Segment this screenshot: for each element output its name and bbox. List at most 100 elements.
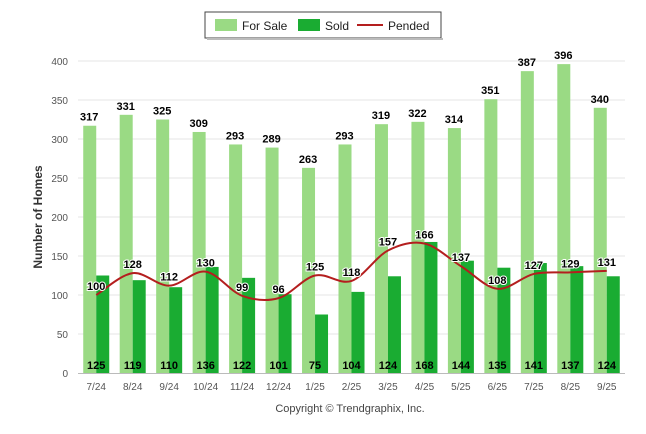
y-tick-label: 0 <box>62 369 68 380</box>
x-tick-label: 4/25 <box>415 382 435 393</box>
legend-swatch-sold <box>298 19 320 31</box>
label-sold: 101 <box>269 360 287 372</box>
y-tick-label: 200 <box>51 213 68 224</box>
bar-sold <box>533 263 547 373</box>
x-tick-label: 10/24 <box>193 382 218 393</box>
bar-for-sale <box>484 99 498 373</box>
y-tick-label: 250 <box>51 174 68 185</box>
label-for-sale: 309 <box>189 118 207 130</box>
bar-for-sale <box>265 147 279 373</box>
label-pended: 112 <box>160 272 178 284</box>
label-sold: 119 <box>124 360 142 372</box>
label-pended: 129 <box>561 258 579 270</box>
label-sold: 124 <box>379 360 398 372</box>
label-pended: 96 <box>272 284 284 296</box>
y-tick-label: 50 <box>57 330 69 341</box>
bar-sold <box>497 267 511 373</box>
label-sold: 124 <box>598 360 617 372</box>
label-sold: 137 <box>561 360 579 372</box>
bars <box>83 64 620 374</box>
label-pended: 157 <box>379 237 397 249</box>
label-for-sale: 319 <box>372 110 390 122</box>
label-pended: 99 <box>236 282 248 294</box>
bar-sold <box>387 276 401 373</box>
label-for-sale: 263 <box>299 154 317 166</box>
label-for-sale: 340 <box>591 94 609 106</box>
label-pended: 137 <box>452 252 470 264</box>
pended-series-line <box>95 241 607 302</box>
label-pended: 130 <box>196 258 214 270</box>
label-sold: 122 <box>233 360 251 372</box>
label-for-sale: 322 <box>408 108 426 120</box>
label-pended: 131 <box>598 257 616 269</box>
label-for-sale: 387 <box>518 57 536 69</box>
x-tick-label: 7/25 <box>524 382 544 393</box>
x-tick-label: 2/25 <box>342 382 362 393</box>
label-for-sale: 351 <box>481 85 499 97</box>
label-sold: 125 <box>87 360 105 372</box>
label-for-sale: 325 <box>153 106 171 118</box>
bar-sold <box>351 291 365 373</box>
label-for-sale: 396 <box>554 50 572 62</box>
y-tick-label: 400 <box>51 57 68 68</box>
y-axis-label: Number of Homes <box>31 165 45 269</box>
bar-for-sale <box>156 119 170 373</box>
y-axis-ticks: 0 50 100 150 200 250 300 350 400 <box>51 57 68 380</box>
x-tick-label: 7/24 <box>86 382 106 393</box>
label-sold: 168 <box>415 360 433 372</box>
label-sold: 135 <box>488 360 506 372</box>
x-tick-label: 9/24 <box>159 382 179 393</box>
bar-sold <box>96 275 110 373</box>
y-tick-label: 300 <box>51 135 68 146</box>
label-sold: 75 <box>309 360 321 372</box>
bar-for-sale <box>374 124 388 374</box>
label-for-sale: 289 <box>262 134 280 146</box>
bar-sold <box>205 266 219 373</box>
label-sold: 141 <box>525 360 543 372</box>
bar-for-sale <box>557 64 571 374</box>
label-for-sale: 317 <box>80 112 98 124</box>
label-pended: 127 <box>525 260 543 272</box>
bar-for-sale <box>302 167 316 373</box>
bar-sold <box>242 277 256 373</box>
x-tick-label: 1/25 <box>305 382 325 393</box>
data-labels: 317 125 331 119 325 110 309 136 293 122 289 101 263 7… <box>80 50 617 372</box>
bar-for-sale <box>447 128 461 373</box>
bar-for-sale <box>411 121 425 373</box>
y-tick-label: 100 <box>51 291 68 302</box>
bar-for-sale <box>520 71 534 373</box>
label-for-sale: 331 <box>117 101 135 113</box>
bar-sold <box>169 287 183 373</box>
bar-sold <box>606 276 620 373</box>
bar-for-sale <box>229 144 243 373</box>
label-sold: 144 <box>452 360 471 372</box>
legend: For Sale Sold Pended <box>204 11 443 40</box>
label-for-sale: 293 <box>335 130 353 142</box>
bar-sold <box>315 314 329 373</box>
legend-label-for-sale: For Sale <box>242 19 288 33</box>
label-sold: 110 <box>160 360 178 372</box>
bar-sold <box>570 266 584 373</box>
label-for-sale: 314 <box>445 114 464 126</box>
legend-swatch-for-sale <box>215 19 237 31</box>
legend-label-sold: Sold <box>325 19 349 33</box>
label-pended: 118 <box>343 267 361 279</box>
x-tick-label: 8/25 <box>561 382 581 393</box>
label-pended: 108 <box>488 275 506 287</box>
legend-label-pended: Pended <box>388 19 429 33</box>
bar-for-sale <box>192 131 206 373</box>
label-sold: 104 <box>342 360 361 372</box>
bar-for-sale <box>593 107 607 374</box>
label-pended: 128 <box>124 259 142 271</box>
label-pended: 166 <box>415 230 433 242</box>
x-tick-label: 9/25 <box>597 382 617 393</box>
x-tick-label: 3/25 <box>378 382 398 393</box>
label-pended: 125 <box>306 262 324 274</box>
bar-sold <box>460 260 474 373</box>
bar-for-sale <box>338 144 352 373</box>
bar-sold <box>132 280 146 373</box>
x-tick-label: 8/24 <box>123 382 143 393</box>
copyright-text: Copyright © Trendgraphix, Inc. <box>275 403 424 415</box>
x-tick-label: 11/24 <box>230 382 255 393</box>
